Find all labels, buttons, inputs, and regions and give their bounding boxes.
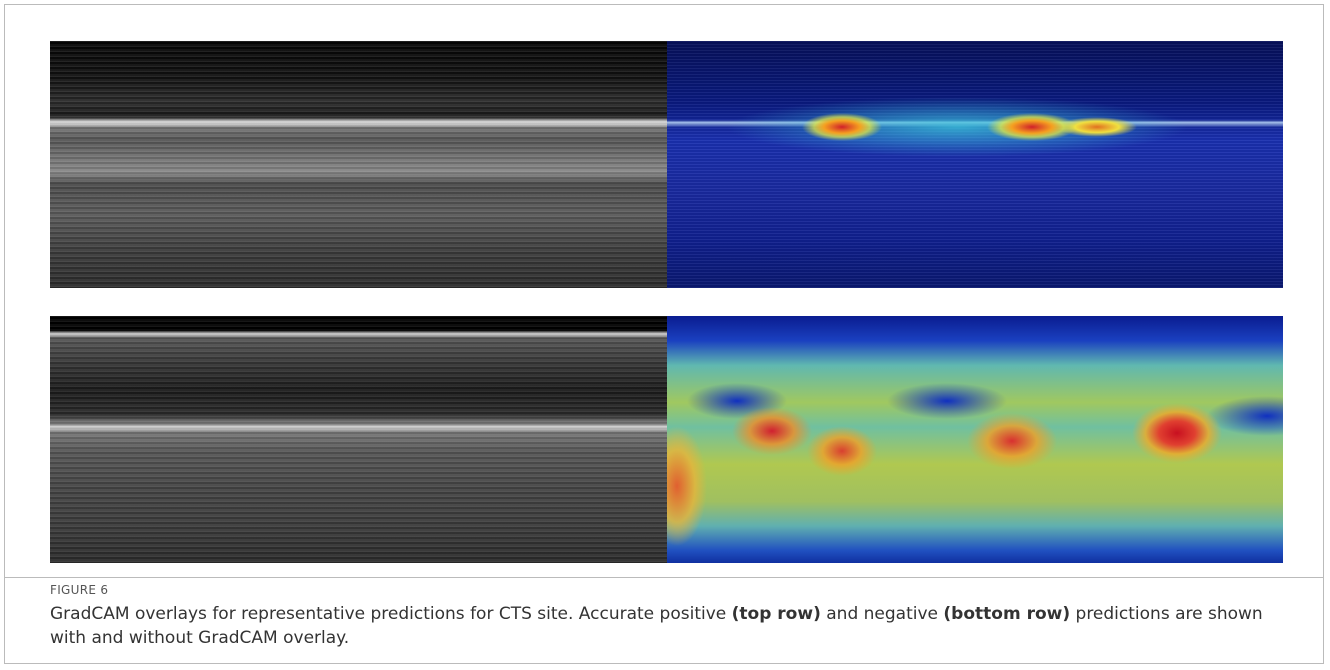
caption-text: and negative bbox=[821, 604, 944, 624]
caption-text: GradCAM overlays for representative pred… bbox=[50, 604, 732, 624]
ultrasound-image bbox=[50, 41, 667, 288]
caption-emphasis: (top row) bbox=[732, 604, 821, 624]
page: FIGURE 6 GradCAM overlays for representa… bbox=[0, 0, 1330, 670]
gradcam-overlay bbox=[667, 41, 1283, 288]
separator bbox=[5, 577, 1323, 578]
figure-label: FIGURE 6 bbox=[50, 583, 108, 597]
gradcam-overlay bbox=[667, 316, 1283, 563]
ultrasound-image bbox=[50, 316, 667, 563]
caption-emphasis: (bottom row) bbox=[943, 604, 1070, 624]
figure-caption: GradCAM overlays for representative pred… bbox=[50, 602, 1290, 650]
